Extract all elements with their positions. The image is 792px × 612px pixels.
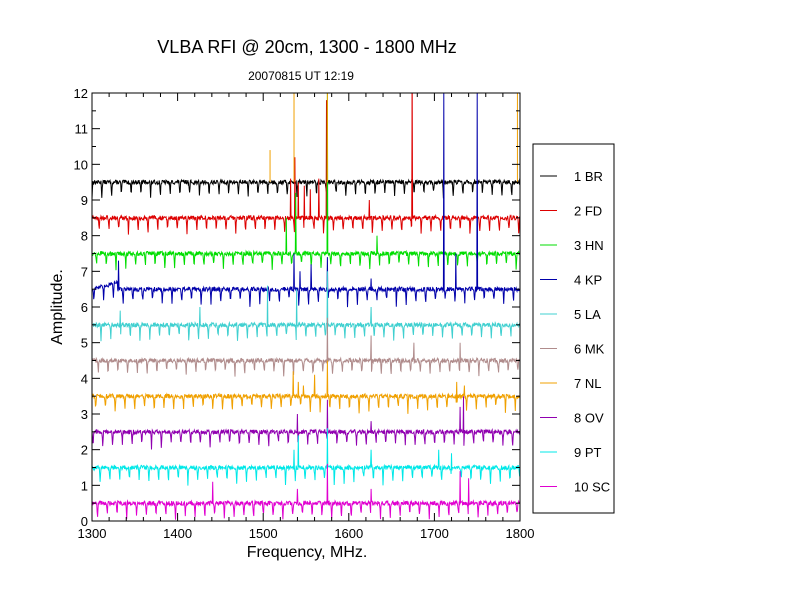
legend-entry: 3 HN xyxy=(574,238,604,253)
legend-entry: 2 FD xyxy=(574,204,602,219)
y-tick-label: 9 xyxy=(81,193,88,208)
x-tick-label: 1700 xyxy=(420,526,449,541)
chart-subtitle: 20070815 UT 12:19 xyxy=(248,69,354,83)
x-axis-label: Frequency, MHz. xyxy=(247,544,368,561)
x-tick-label: 1400 xyxy=(163,526,192,541)
series-line-3-hn xyxy=(91,92,521,271)
y-tick-label: 10 xyxy=(74,157,88,172)
series-layer xyxy=(91,92,521,520)
y-tick-label: 3 xyxy=(81,407,88,422)
series-line-7-nl xyxy=(91,360,521,414)
x-tick-label: 1300 xyxy=(78,526,107,541)
y-tick-label: 5 xyxy=(81,336,88,351)
y-axis-label: Amplitude. xyxy=(49,269,66,345)
legend-entry: 1 BR xyxy=(574,169,603,184)
y-tick-label: 1 xyxy=(81,478,88,493)
chart-title: VLBA RFI @ 20cm, 1300 - 1800 MHz xyxy=(157,37,456,57)
plot-frame xyxy=(91,92,521,522)
legend-entry: 10 SC xyxy=(574,480,610,495)
series-line-4-kp xyxy=(91,92,521,308)
series-line-9-pt xyxy=(91,428,521,486)
series-line-1-br xyxy=(91,178,521,200)
y-tick-label: 7 xyxy=(81,264,88,279)
series-line-10-sc xyxy=(91,463,521,520)
legend: 1 BR 2 FD 3 HN 4 KP 5 LA 6 MK 7 NL 8 OV 9 PT 10 S… xyxy=(540,169,610,495)
legend-entry: 6 MK xyxy=(574,342,605,357)
legend-entry: 8 OV xyxy=(574,411,604,426)
y-tick-label: 6 xyxy=(81,300,88,315)
y-tick-label: 12 xyxy=(74,86,88,101)
legend-entry: 7 NL xyxy=(574,376,601,391)
legend-entry: 5 LA xyxy=(574,307,601,322)
series-line-6-mk xyxy=(91,317,521,377)
series-line-8-ov xyxy=(91,396,521,450)
y-tick-label: 2 xyxy=(81,443,88,458)
y-tick-label: 8 xyxy=(81,229,88,244)
legend-entry: 4 KP xyxy=(574,273,602,288)
y-tick-label: 11 xyxy=(75,122,89,137)
y-tick-label: 0 xyxy=(81,514,88,529)
x-tick-label: 1800 xyxy=(506,526,535,541)
x-tick-label: 1600 xyxy=(334,526,363,541)
y-tick-label: 4 xyxy=(81,371,88,386)
series-line-2-fd xyxy=(91,92,521,235)
series-line-5-la xyxy=(91,271,521,342)
legend-entry: 9 PT xyxy=(574,445,602,460)
x-tick-label: 1500 xyxy=(249,526,278,541)
